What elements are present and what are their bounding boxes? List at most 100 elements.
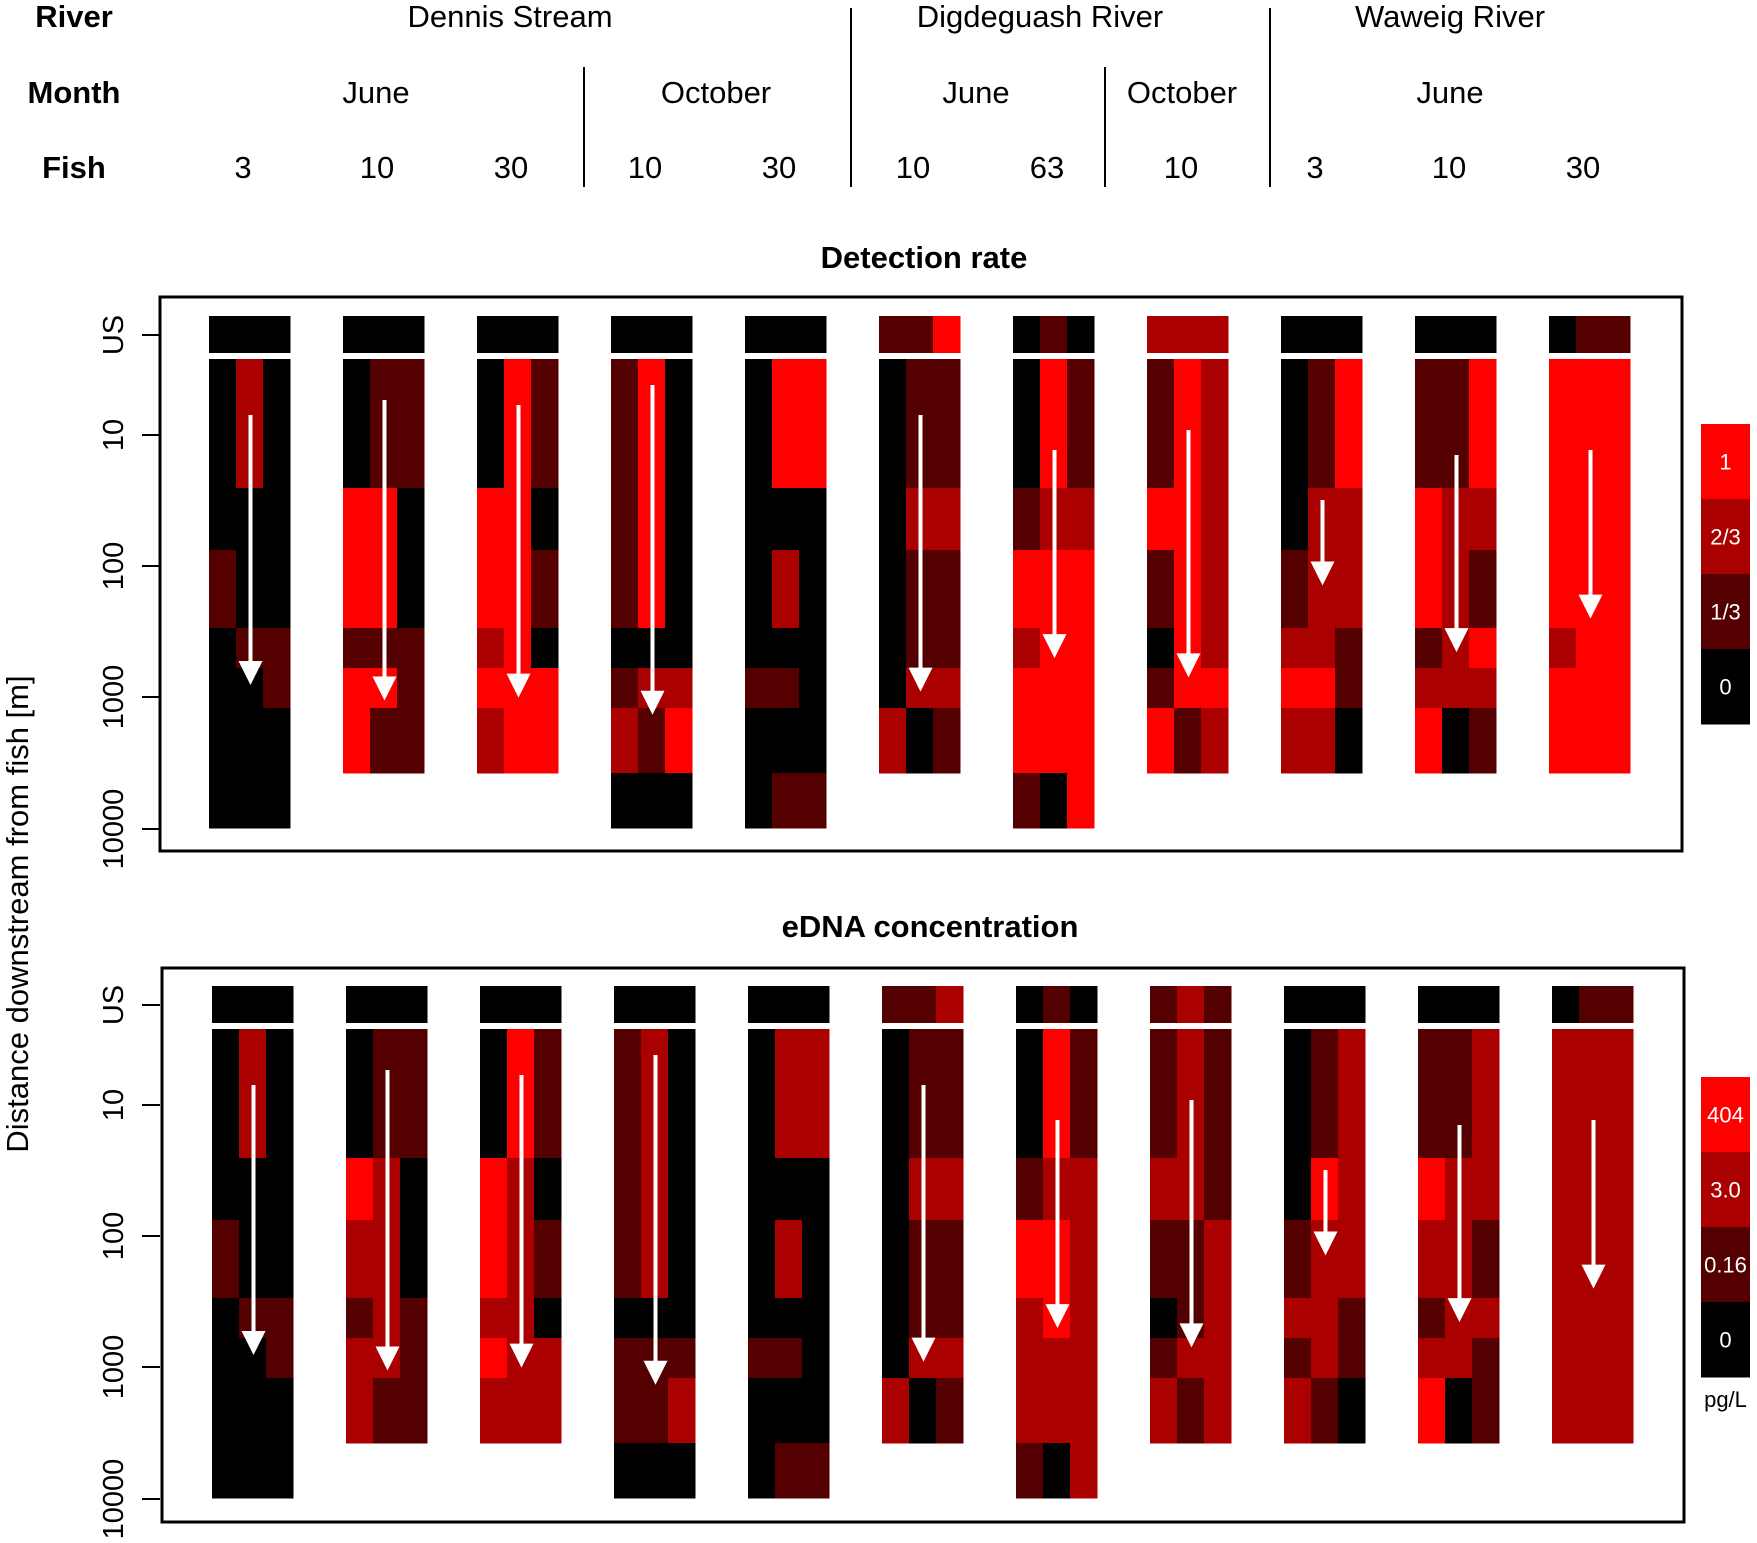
heat-cell (1150, 1338, 1178, 1379)
heat-cell (1204, 1220, 1232, 1299)
heat-cell (802, 1298, 830, 1339)
heat-cell (480, 1298, 508, 1339)
arrow-head (1042, 634, 1067, 659)
us-cell (1281, 316, 1309, 353)
us-cell (1418, 986, 1446, 1023)
heat-cell (936, 1378, 964, 1444)
us-cell (1472, 986, 1500, 1023)
heat-cell (641, 1443, 669, 1499)
heat-cell (665, 550, 693, 629)
heat-cell (209, 668, 237, 709)
heat-cell (1070, 1158, 1098, 1221)
heat-cell (212, 1378, 240, 1444)
heat-cell (879, 628, 907, 669)
heat-cell (1469, 550, 1497, 629)
header-month-4: October (1127, 75, 1237, 110)
arrow-head (1179, 1323, 1204, 1348)
y-tick-label: 100 (98, 542, 130, 590)
heat-cell (1552, 1378, 1580, 1444)
heat-cell (611, 708, 639, 774)
fish-count-3: 30 (494, 150, 528, 185)
us-cell (1013, 316, 1041, 353)
us-cell (906, 316, 934, 353)
heat-cell (534, 1220, 562, 1299)
us-separator (1013, 353, 1094, 357)
us-separator (1150, 1023, 1231, 1027)
arrow-head (643, 1360, 668, 1385)
us-cell (1603, 316, 1631, 353)
heat-cell (477, 708, 505, 774)
us-cell (209, 316, 237, 353)
heat-cell (1201, 550, 1229, 629)
heat-cell (1579, 1298, 1607, 1339)
heat-cell (748, 1443, 776, 1499)
heat-cell (1067, 550, 1095, 629)
heat-cell (772, 359, 800, 489)
heat-cell (400, 1378, 428, 1444)
heat-cell (614, 1378, 642, 1444)
heat-cell (799, 550, 827, 629)
heat-cell (400, 1298, 428, 1339)
us-cell (400, 986, 428, 1023)
us-cell (1311, 986, 1339, 1023)
heat-cell (775, 1338, 803, 1379)
heat-cell (397, 628, 425, 669)
heat-cell (775, 1443, 803, 1499)
heat-cell (1469, 668, 1497, 709)
heat-cell (745, 359, 773, 489)
heat-cell (212, 1029, 240, 1159)
heat-cell (665, 773, 693, 829)
heat-cell (745, 773, 773, 829)
heat-cell (665, 668, 693, 709)
heat-cell (906, 708, 934, 774)
heat-cell (614, 1029, 642, 1159)
heat-cell (1418, 1298, 1446, 1339)
heat-cell (748, 1029, 776, 1159)
us-cell (1070, 986, 1098, 1023)
us-separator (1552, 1023, 1633, 1027)
heat-cell (1043, 1338, 1071, 1379)
heat-cell (1338, 1338, 1366, 1379)
heat-cell (266, 1443, 294, 1499)
heat-cell (343, 550, 371, 629)
heat-cell (775, 1220, 803, 1299)
heat-cell (209, 550, 237, 629)
heat-cell (668, 1158, 696, 1221)
heat-cell (1177, 1378, 1205, 1444)
heat-cell (611, 550, 639, 629)
us-cell (1442, 316, 1470, 353)
heat-cell (477, 550, 505, 629)
heat-cell (638, 708, 666, 774)
arrow-head (238, 660, 263, 685)
heat-cell (936, 1220, 964, 1299)
heat-cell (477, 628, 505, 669)
us-cell (1201, 316, 1229, 353)
heat-cell (933, 628, 961, 669)
us-cell (397, 316, 425, 353)
us-separator (1281, 353, 1362, 357)
heat-cell (1606, 1338, 1634, 1379)
heat-cell (212, 1338, 240, 1379)
heat-cell (1415, 668, 1443, 709)
heat-cell (1147, 628, 1175, 669)
heat-cell (1603, 628, 1631, 669)
heat-cell (346, 1338, 374, 1379)
heat-cell (1070, 1378, 1098, 1444)
heat-cell (1415, 628, 1443, 669)
fish-count-8: 10 (1164, 150, 1198, 185)
heat-cell (400, 1338, 428, 1379)
heat-cell (209, 628, 237, 669)
legend-label: 0.16 (1704, 1253, 1747, 1278)
arrow-head (509, 1343, 534, 1368)
y-tick-label: 10 (98, 419, 130, 451)
us-cell (772, 316, 800, 353)
fish-count-6: 10 (896, 150, 930, 185)
y-tick-label: 10000 (98, 789, 130, 870)
us-cell (909, 986, 937, 1023)
heat-cell (531, 550, 559, 629)
arrow-head (1045, 1304, 1070, 1329)
us-cell (1549, 316, 1577, 353)
us-cell (1150, 986, 1178, 1023)
arrow-head (1581, 1264, 1606, 1289)
detection-rate-title: Detection rate (821, 240, 1028, 275)
